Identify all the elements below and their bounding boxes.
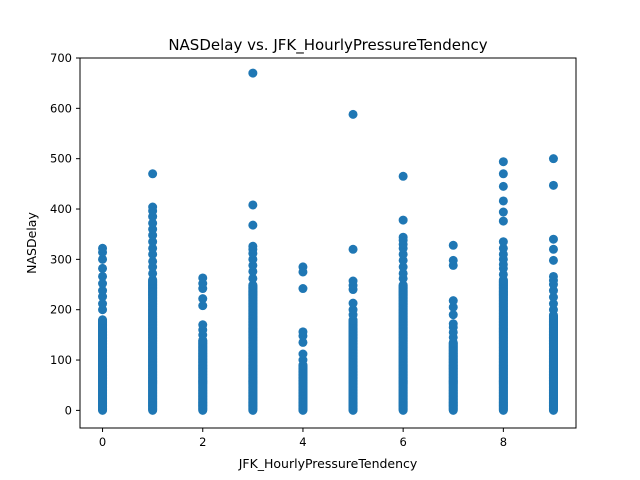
x-tick-label: 8 — [500, 435, 507, 449]
data-point — [148, 169, 158, 179]
data-point — [398, 280, 408, 290]
data-point — [298, 284, 308, 294]
data-point — [98, 254, 108, 264]
chart-title: NASDelay vs. JFK_HourlyPressureTendency — [168, 36, 487, 55]
data-point — [398, 262, 408, 272]
data-point — [498, 196, 508, 206]
data-point — [548, 271, 558, 281]
data-point — [198, 294, 208, 304]
data-point — [248, 200, 258, 210]
data-point — [448, 302, 458, 312]
y-tick-label: 700 — [50, 51, 72, 65]
data-point — [498, 169, 508, 179]
x-axis-ticks: 0 2 4 6 8 — [99, 428, 507, 449]
y-tick-label: 500 — [50, 152, 72, 166]
data-point — [498, 157, 508, 167]
data-point — [398, 268, 408, 278]
data-point — [398, 171, 408, 181]
y-axis-label: NASDelay — [24, 212, 39, 274]
data-point — [248, 241, 258, 251]
data-point — [148, 218, 158, 228]
data-point — [98, 315, 108, 325]
data-point — [448, 240, 458, 250]
data-point — [348, 305, 358, 315]
data-point — [448, 310, 458, 320]
x-tick-label: 2 — [199, 435, 206, 449]
y-tick-label: 200 — [50, 303, 72, 317]
data-point — [148, 275, 158, 285]
x-tick-label: 6 — [399, 435, 406, 449]
plot-frame — [79, 57, 577, 429]
data-point — [548, 255, 558, 265]
data-point — [448, 296, 458, 306]
y-axis-ticks: 0 100 200 300 400 500 600 700 — [50, 51, 80, 417]
data-point — [198, 273, 208, 283]
data-point — [248, 273, 258, 283]
data-point — [348, 109, 358, 119]
y-tick-label: 0 — [65, 403, 72, 417]
data-point — [348, 244, 358, 254]
data-point — [248, 280, 258, 290]
data-point — [148, 256, 158, 266]
data-point — [98, 279, 108, 289]
data-point — [148, 243, 158, 253]
data-point — [148, 202, 158, 212]
data-point — [298, 349, 308, 359]
data-point — [148, 237, 158, 247]
data-point — [498, 216, 508, 226]
data-point — [248, 68, 258, 78]
data-point — [98, 243, 108, 253]
data-point — [298, 337, 308, 347]
y-tick-label: 600 — [50, 101, 72, 115]
data-point — [498, 181, 508, 191]
data-point — [248, 220, 258, 230]
data-point — [298, 327, 308, 337]
data-point — [548, 234, 558, 244]
data-point — [348, 276, 358, 286]
data-point — [448, 255, 458, 265]
data-point — [548, 154, 558, 164]
y-tick-label: 100 — [50, 353, 72, 367]
data-point — [198, 320, 208, 330]
data-point — [98, 286, 108, 296]
x-tick-label: 4 — [299, 435, 306, 449]
data-point — [448, 319, 458, 329]
data-point — [548, 180, 558, 190]
data-point — [148, 268, 158, 278]
data-point — [498, 243, 508, 253]
data-points — [98, 68, 558, 415]
data-point — [98, 263, 108, 273]
x-tick-label: 0 — [99, 435, 106, 449]
data-point — [398, 232, 408, 242]
data-point — [98, 299, 108, 309]
data-point — [298, 262, 308, 272]
y-tick-label: 300 — [50, 252, 72, 266]
data-point — [98, 271, 108, 281]
data-point — [398, 215, 408, 225]
data-point — [348, 298, 358, 308]
data-point — [498, 237, 508, 247]
data-point — [548, 244, 558, 254]
data-point — [198, 301, 208, 311]
y-tick-label: 400 — [50, 202, 72, 216]
data-point — [548, 299, 558, 309]
x-axis-label: JFK_HourlyPressureTendency — [238, 456, 418, 471]
data-point — [548, 292, 558, 302]
data-point — [498, 207, 508, 217]
